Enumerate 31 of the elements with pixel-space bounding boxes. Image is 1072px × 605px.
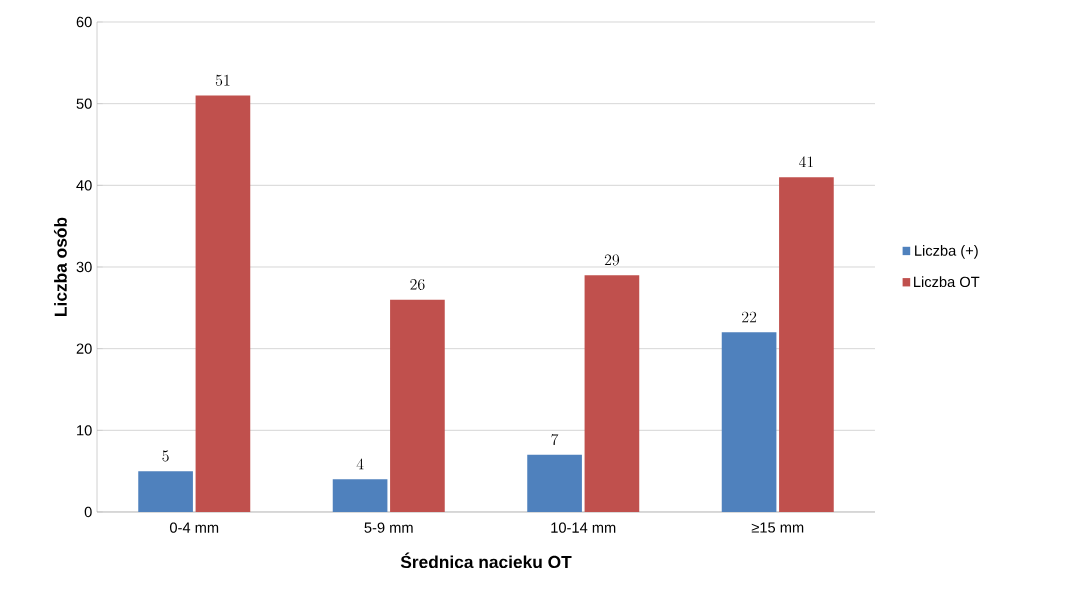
data-label: 26 — [410, 278, 425, 290]
legend-label: Liczba OT — [914, 276, 980, 288]
data-label: 29 — [604, 254, 620, 266]
y-axis-title: Liczba osób — [53, 217, 67, 316]
y-tick-label: 40 — [76, 180, 92, 191]
bar — [721, 332, 777, 512]
data-label: 51 — [215, 74, 230, 86]
data-label: 7 — [551, 433, 559, 446]
x-axis-title: Średnica nacieku OT — [400, 552, 572, 569]
data-label: 22 — [742, 311, 757, 323]
x-tick-label: 5-9 mm — [364, 522, 413, 533]
data-label: 41 — [799, 156, 813, 168]
x-tick-label: 10-14 mm — [551, 522, 616, 533]
bar — [584, 275, 640, 512]
y-tick-label: 20 — [76, 343, 92, 354]
bar — [779, 177, 834, 512]
y-tick-label: 10 — [77, 425, 92, 436]
x-tick-label: ≥15 mm — [751, 522, 804, 533]
bar — [332, 479, 388, 512]
legend-label: Liczba (+) — [915, 245, 978, 259]
y-tick-label: 0 — [84, 506, 92, 518]
x-tick-label: 0-4 mm — [169, 522, 219, 533]
y-tick-label: 30 — [76, 261, 92, 273]
bar — [138, 471, 193, 512]
y-tick-label: 50 — [76, 98, 92, 109]
data-label: 4 — [356, 458, 364, 470]
bar — [195, 95, 251, 512]
data-label: 5 — [162, 450, 169, 462]
bar — [390, 299, 445, 512]
y-tick-label: 60 — [76, 16, 92, 28]
bar — [527, 454, 582, 512]
